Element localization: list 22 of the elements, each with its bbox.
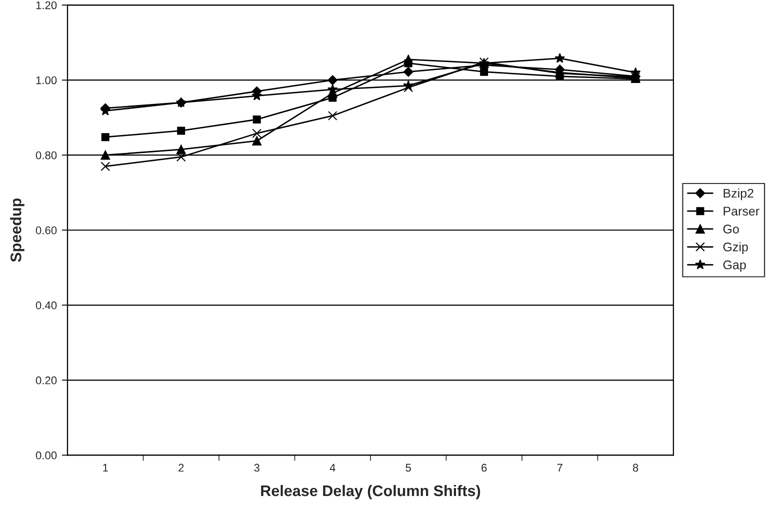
x-tick-label: 4 — [330, 464, 336, 472]
y-tick-label: 1.00 — [36, 76, 57, 84]
y-axis-title: Speedup — [10, 198, 24, 262]
y-tick-label: 0.80 — [36, 151, 57, 160]
y-tick-label: 0.40 — [36, 301, 57, 310]
x-tick-label: 1 — [103, 464, 108, 472]
legend-label: Gap — [723, 260, 746, 272]
x-tick-label: 8 — [632, 464, 638, 472]
legend-label: Bzip2 — [724, 188, 754, 200]
y-tick-label: 0.60 — [36, 226, 57, 234]
x-tick-label: 7 — [557, 464, 562, 472]
y-tick-label: 0.00 — [36, 451, 57, 460]
x-tick-label: 3 — [254, 464, 260, 472]
x-tick-label: 2 — [178, 464, 184, 472]
x-tick-label: 5 — [406, 464, 411, 472]
y-tick-label: 1.20 — [36, 1, 57, 10]
x-tick-label: 6 — [482, 464, 487, 472]
legend-label: Gzip — [723, 242, 748, 254]
legend-label: Go — [723, 224, 739, 234]
y-tick-label: 0.20 — [36, 376, 57, 384]
legend-label: Parser — [724, 206, 760, 216]
x-axis-title: Release Delay (Column Shifts) — [261, 484, 480, 500]
